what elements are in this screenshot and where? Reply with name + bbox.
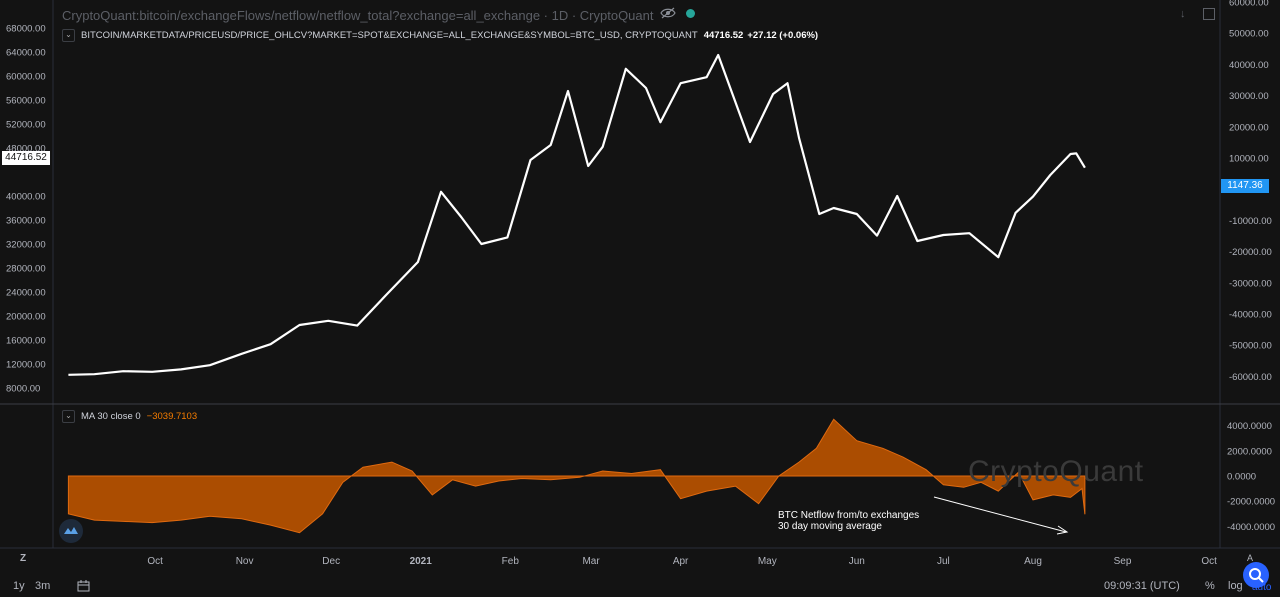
left-axis-tick: 12000.00 — [6, 360, 46, 371]
symbol-label: BITCOIN/MARKETDATA/PRICEUSD/PRICE_OHLCV?… — [81, 30, 698, 42]
calendar-range-icon[interactable] — [77, 580, 90, 592]
left-axis-tick: 20000.00 — [6, 312, 46, 323]
collapse-sub-legend-button[interactable]: ⌄ — [62, 410, 75, 423]
x-axis-tick: Feb — [502, 556, 520, 567]
watermark: CryptoQuant — [968, 455, 1144, 488]
cryptoquant-logo-icon[interactable] — [59, 519, 83, 543]
left-axis-tick: 28000.00 — [6, 264, 46, 275]
clock-time[interactable]: 09:09:31 (UTC) — [1104, 580, 1180, 592]
x-axis-tick: Oct — [147, 556, 163, 567]
sub-legend: ⌄ MA 30 close 0 −3039.7103 — [62, 410, 197, 423]
left-axis-tick: 24000.00 — [6, 288, 46, 299]
collapse-legend-button[interactable]: ⌄ — [62, 29, 75, 42]
left-price-axis[interactable]: 68000.00 64000.00 60000.00 56000.00 52000.00… — [6, 24, 46, 395]
right-axis-tick: 30000.00 — [1229, 91, 1269, 102]
right-axis-tick: -50000.00 — [1229, 341, 1272, 352]
annotation-arrow — [933, 496, 1067, 533]
sub-axis-tick: 2000.0000 — [1227, 446, 1272, 457]
search-button[interactable] — [1243, 562, 1269, 588]
right-axis-tick: 10000.00 — [1229, 154, 1269, 165]
x-axis-tick: Aug — [1024, 556, 1042, 567]
percent-toggle[interactable]: % — [1205, 580, 1215, 592]
x-axis-tick: Jun — [849, 556, 865, 567]
search-icon — [1249, 568, 1264, 583]
x-axis-tick: Mar — [582, 556, 600, 567]
sub-axis-tick: 0.0000 — [1227, 472, 1256, 483]
ma-label: MA 30 close 0 — [81, 411, 141, 423]
sub-axis-tick: -4000.0000 — [1227, 522, 1275, 533]
right-axis-tick: 50000.00 — [1229, 29, 1269, 40]
left-axis-tick: 16000.00 — [6, 336, 46, 347]
a-button[interactable]: A — [1247, 553, 1254, 563]
right-axis-tick: 60000.00 — [1229, 0, 1269, 9]
x-axis-tick: 2021 — [410, 556, 433, 567]
left-axis-tick: 40000.00 — [6, 192, 46, 203]
bottom-toolbar — [0, 574, 1280, 597]
netflow-area — [67, 418, 1086, 534]
left-axis-tick: 52000.00 — [6, 120, 46, 131]
left-axis-tick: 48000.00 — [6, 144, 46, 155]
left-axis-tick: 36000.00 — [6, 216, 46, 227]
range-3m-button[interactable]: 3m — [35, 580, 51, 592]
x-axis-tick: May — [758, 556, 777, 567]
x-axis-tick: Dec — [322, 556, 340, 567]
left-axis-tick: 8000.00 — [6, 384, 40, 395]
sub-axis-tick: 4000.0000 — [1227, 421, 1272, 432]
auto-toggle[interactable]: auto — [1252, 582, 1272, 593]
eye-off-icon[interactable] — [660, 7, 676, 19]
right-axis-tick: 40000.00 — [1229, 60, 1269, 71]
left-axis-tick: 56000.00 — [6, 96, 46, 107]
x-axis-tick: Nov — [236, 556, 254, 567]
x-axis-tick: Sep — [1114, 556, 1132, 567]
right-axis-tick: -30000.00 — [1229, 278, 1272, 289]
status-dot — [686, 9, 695, 18]
price-line — [68, 53, 1086, 376]
sub-axis-tick: -2000.0000 — [1227, 497, 1275, 508]
right-axis-tick: 20000.00 — [1229, 122, 1269, 133]
range-1y-button[interactable]: 1y — [13, 580, 25, 592]
left-axis-tick: 68000.00 — [6, 24, 46, 35]
right-axis-tick: -60000.00 — [1229, 372, 1272, 383]
arrow-down-icon[interactable]: ↓ — [1180, 8, 1186, 20]
price-tag: 44716.52 — [2, 151, 50, 165]
right-axis-tick: -10000.00 — [1229, 216, 1272, 227]
left-axis-tick: 60000.00 — [6, 72, 46, 83]
netflow-series — [67, 418, 1086, 534]
maximize-icon[interactable] — [1203, 8, 1215, 20]
right-netflow-axis[interactable]: 60000.00 50000.00 40000.00 30000.00 20000.00… — [1229, 0, 1272, 383]
right-axis-tick: -20000.00 — [1229, 247, 1272, 258]
left-axis-tick: 64000.00 — [6, 48, 46, 59]
x-axis-tick: Apr — [673, 556, 689, 567]
log-toggle[interactable]: log — [1228, 580, 1243, 592]
left-axis-tick: 32000.00 — [6, 240, 46, 251]
x-axis-tick: Oct — [1201, 556, 1217, 567]
chart-title: CryptoQuant:bitcoin/exchangeFlows/netflo… — [62, 8, 654, 23]
annotation-arrowhead — [1056, 525, 1069, 535]
z-button[interactable]: Z — [20, 553, 27, 564]
price-series — [68, 53, 1086, 376]
last-value: 44716.52 — [703, 30, 744, 42]
main-legend: ⌄ BITCOIN/MARKETDATA/PRICEUSD/PRICE_OHLCV… — [62, 29, 818, 42]
change-value: +27.12 (+0.06%) — [747, 30, 819, 42]
netflow-tag: 1147.36 — [1221, 179, 1269, 193]
time-axis[interactable]: Oct Nov Dec 2021 Feb Mar Apr May Jun Jul Aug Sep Oct — [147, 556, 1217, 567]
x-axis-tick: Jul — [937, 556, 950, 567]
ma-value: −3039.7103 — [146, 411, 198, 423]
right-axis-tick: -40000.00 — [1229, 310, 1272, 321]
sub-pane-axis[interactable]: 4000.0000 2000.0000 0.0000 -2000.0000 -4000.… — [1227, 421, 1275, 533]
annotation-text: BTC Netflow from/to exchanges 30 day mov… — [778, 510, 920, 532]
